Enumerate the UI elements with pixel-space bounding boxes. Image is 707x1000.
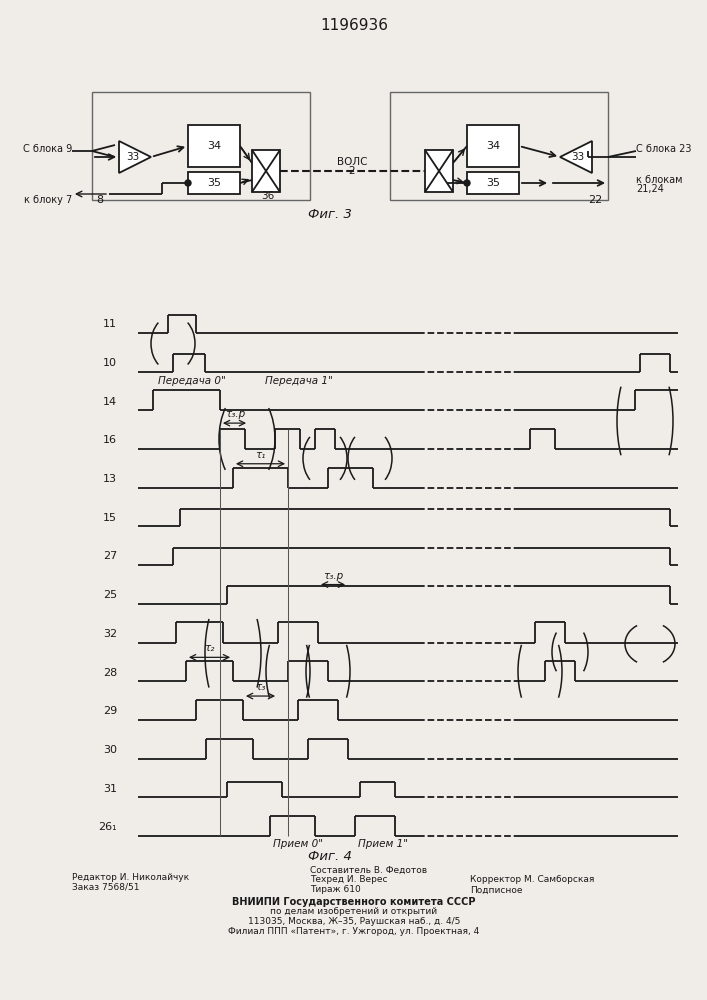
Text: 34: 34	[486, 141, 500, 151]
Text: τ₁: τ₁	[255, 450, 265, 460]
Circle shape	[464, 180, 470, 186]
Text: 34: 34	[207, 141, 221, 151]
Text: τ₃: τ₃	[255, 682, 265, 692]
Text: 1196936: 1196936	[320, 18, 388, 33]
Text: 8: 8	[96, 195, 103, 205]
Text: 22: 22	[588, 195, 602, 205]
Text: 13: 13	[103, 474, 117, 484]
Text: ВОЛС: ВОЛС	[337, 157, 367, 167]
Text: 21,24: 21,24	[636, 184, 664, 194]
Text: 15: 15	[103, 513, 117, 523]
Polygon shape	[119, 141, 151, 173]
Text: 10: 10	[103, 358, 117, 368]
Text: 25: 25	[103, 590, 117, 600]
Text: 16: 16	[103, 435, 117, 445]
Text: Прием 0": Прием 0"	[273, 839, 323, 849]
Bar	[188, 125, 240, 167]
Bar	[467, 172, 519, 194]
Text: τ₂: τ₂	[204, 643, 214, 653]
Text: ВНИИПИ Государственного комитета СССР: ВНИИПИ Государственного комитета СССР	[233, 897, 476, 907]
Text: 28: 28	[103, 668, 117, 678]
Text: С блока 9: С блока 9	[23, 144, 72, 154]
Bar	[390, 92, 608, 200]
Text: 35: 35	[486, 178, 500, 188]
Text: 33: 33	[571, 152, 585, 162]
Text: Передача 1": Передача 1"	[265, 376, 333, 386]
Text: 2: 2	[349, 166, 356, 176]
Text: по делам изобретений и открытий: по делам изобретений и открытий	[271, 908, 438, 916]
Text: 30: 30	[103, 745, 117, 755]
Circle shape	[185, 180, 191, 186]
Text: τ₃.р: τ₃.р	[323, 571, 343, 581]
Text: τ₃.р: τ₃.р	[225, 409, 245, 419]
Bar	[92, 92, 310, 200]
Text: 32: 32	[103, 629, 117, 639]
Text: Подписное: Подписное	[470, 886, 522, 894]
Text: Техред И. Верес: Техред И. Верес	[310, 876, 387, 884]
Text: 29: 29	[103, 706, 117, 716]
Text: к блоку 7: к блоку 7	[24, 195, 72, 205]
Text: 11: 11	[103, 319, 117, 329]
Text: 35: 35	[207, 178, 221, 188]
Text: Фиг. 3: Фиг. 3	[308, 208, 352, 221]
Bar	[425, 150, 453, 192]
Text: Редактор И. Николайчук: Редактор И. Николайчук	[72, 872, 189, 882]
Text: Заказ 7568/51: Заказ 7568/51	[72, 882, 139, 892]
Text: Филиал ППП «Патент», г. Ужгород, ул. Проектная, 4: Филиал ППП «Патент», г. Ужгород, ул. Про…	[228, 928, 479, 936]
Text: 113035, Москва, Ж–35, Раушская наб., д. 4/5: 113035, Москва, Ж–35, Раушская наб., д. …	[248, 918, 460, 926]
Text: 33: 33	[127, 152, 139, 162]
Text: С блока 23: С блока 23	[636, 144, 691, 154]
Text: 14: 14	[103, 397, 117, 407]
Text: 26₁: 26₁	[98, 822, 117, 832]
Text: Передача 0": Передача 0"	[158, 376, 226, 386]
Bar	[252, 150, 280, 192]
Bar	[467, 125, 519, 167]
Text: Корректор М. Самборская: Корректор М. Самборская	[470, 876, 595, 884]
Text: Прием 1": Прием 1"	[358, 839, 408, 849]
Text: Составитель В. Федотов: Составитель В. Федотов	[310, 865, 427, 874]
Text: Фиг. 4: Фиг. 4	[308, 850, 352, 863]
Text: 36: 36	[262, 191, 274, 201]
Bar	[188, 172, 240, 194]
Text: Тираж 610: Тираж 610	[310, 886, 361, 894]
Text: к блокам: к блокам	[636, 175, 682, 185]
Text: 31: 31	[103, 784, 117, 794]
Text: 27: 27	[103, 551, 117, 561]
Polygon shape	[560, 141, 592, 173]
